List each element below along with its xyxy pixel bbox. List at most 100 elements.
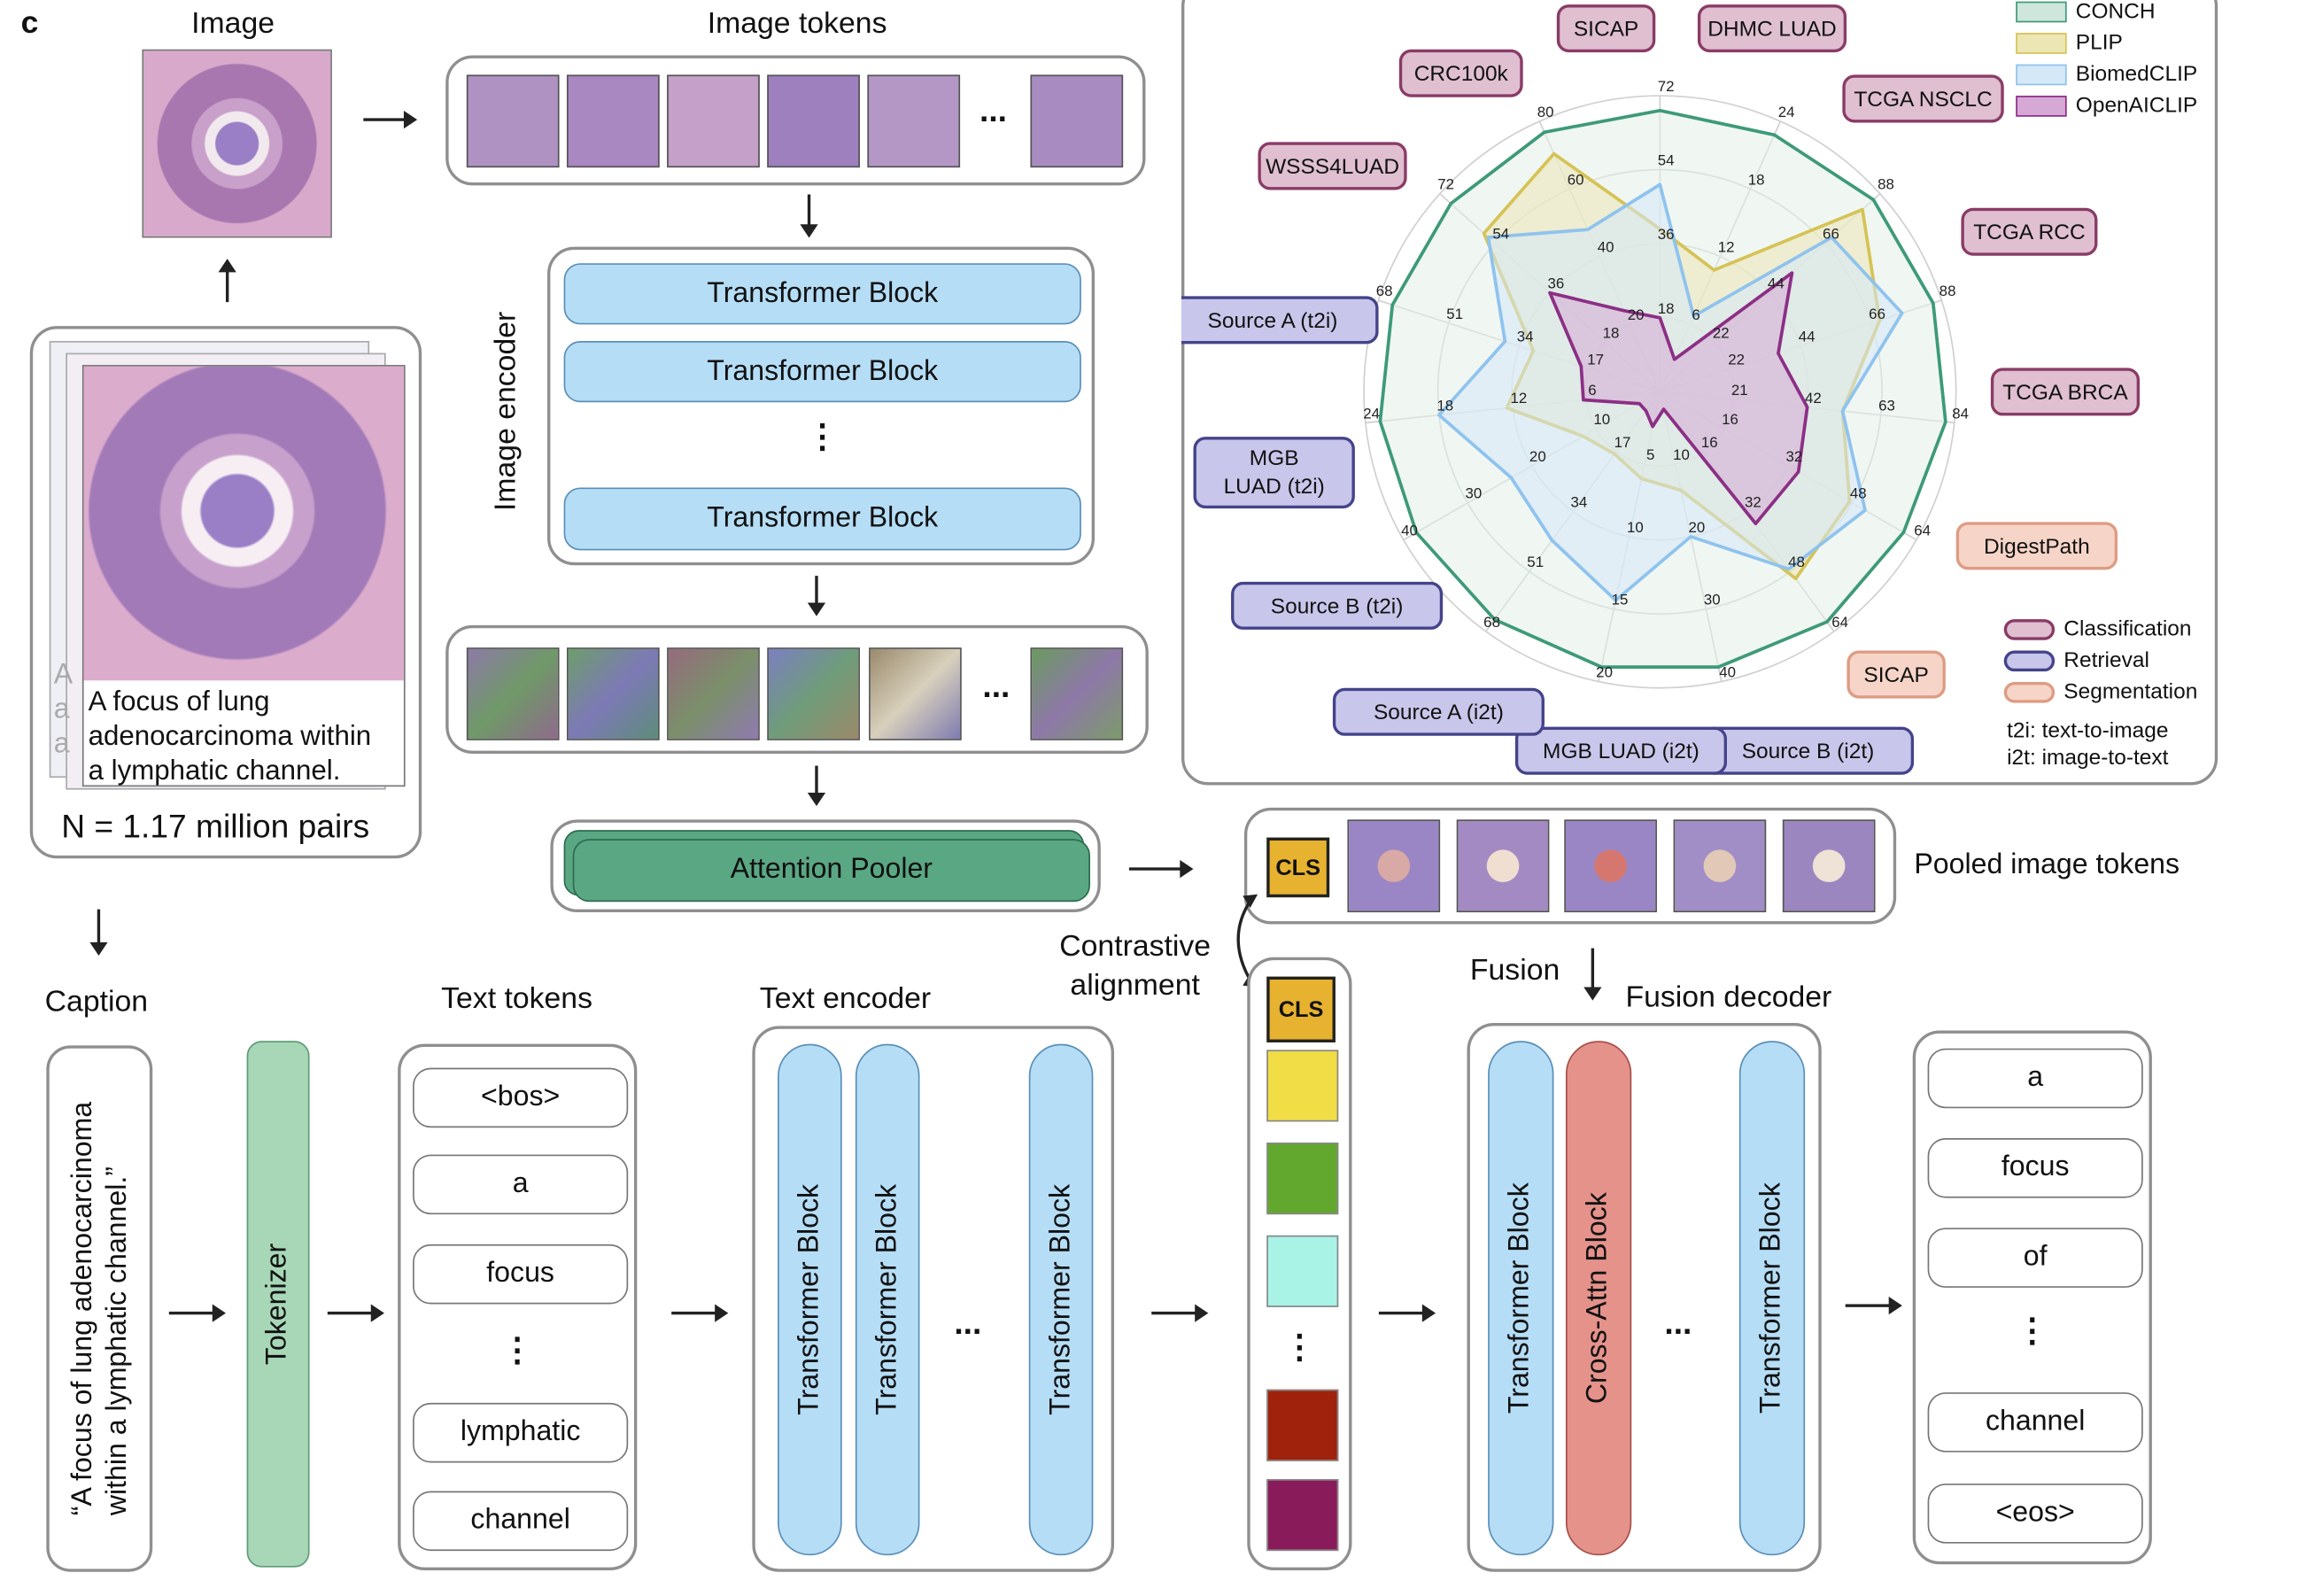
radar-tick-label: 84 <box>1952 405 1969 422</box>
radar-tick-label: 44 <box>1799 329 1816 345</box>
embedding-tokens-ellipsis: ... <box>982 667 1010 705</box>
transformer-block: Transformer Block <box>855 1043 920 1556</box>
radar-tick-label: 44 <box>1768 275 1785 291</box>
text-embedding-square <box>1266 1389 1339 1461</box>
right-arrowhead <box>715 1304 729 1322</box>
pooled-tokens-label: Pooled image tokens <box>1914 849 2180 881</box>
legend-classification: Classification <box>2003 617 2192 641</box>
output-tokens-box: a focus of ⋮ channel <eos> <box>1912 1030 2152 1565</box>
right-arrow <box>1378 1311 1424 1315</box>
fusion-ellipsis: ... <box>1664 1304 1692 1342</box>
radar-tick-label: 22 <box>1713 324 1730 341</box>
radar-tick-label: 17 <box>1587 352 1604 368</box>
text-embedding-square <box>1266 1479 1339 1552</box>
right-arrow <box>1151 1311 1196 1315</box>
radar-tick-label: 64 <box>1914 523 1931 539</box>
transformer-block: Transformer Block <box>1488 1041 1554 1556</box>
radar-axis-label: SICAP <box>1574 18 1638 42</box>
pooled-tokens-box: CLS <box>1243 807 1897 925</box>
caption-title: Caption <box>44 985 149 1019</box>
radar-tick-label: 20 <box>1688 519 1705 536</box>
right-arrowhead <box>1421 1304 1436 1322</box>
radar-tick-label: 18 <box>1436 398 1453 414</box>
radar-tick-label: 12 <box>1510 390 1527 407</box>
right-arrow <box>168 1311 214 1315</box>
text-cls-token: CLS <box>1266 976 1336 1042</box>
right-arrowhead <box>370 1304 384 1322</box>
text-token: lymphatic <box>413 1402 629 1463</box>
radar-tick-label: 6 <box>1692 306 1699 323</box>
radar-tick-label: 64 <box>1831 614 1848 631</box>
radar-axis-label-box <box>1514 726 1727 775</box>
radar-axis-label-box <box>1847 650 1946 699</box>
right-arrow <box>327 1311 373 1315</box>
text-encoder-ellipsis: ... <box>954 1304 982 1342</box>
radar-axis-label: CRC100k <box>1414 62 1509 86</box>
image-encoder-box: Transformer Block Transformer Block ⋮ Tr… <box>547 246 1096 566</box>
radar-tick-label: 48 <box>1850 485 1867 502</box>
radar-axis-label: DHMC LUAD <box>1707 18 1836 42</box>
legend-swatch <box>2003 650 2056 672</box>
radar-tick-label: 36 <box>1658 226 1675 243</box>
text-token: a <box>413 1154 629 1215</box>
tokenizer-label: Tokenizer <box>261 1243 293 1366</box>
radar-axis-label: TCGA NSCLC <box>1854 88 1992 112</box>
transformer-block: Transformer Block <box>1738 1041 1806 1556</box>
radar-tick-label: 30 <box>1466 485 1483 502</box>
radar-tick-label: 66 <box>1823 226 1839 243</box>
image-text-pair-card: A focus of lung adenocarcinoma within a … <box>81 365 406 787</box>
radar-tick-label: 51 <box>1527 554 1544 570</box>
radar-tick-label: 18 <box>1748 171 1765 188</box>
radar-tick-label: 32 <box>1745 494 1761 511</box>
radar-tick-label: 20 <box>1628 306 1645 323</box>
transformer-block: Transformer Block <box>1028 1043 1094 1556</box>
image-tokens-ellipsis: ... <box>979 91 1008 129</box>
contrastive-alignment-label: Contrastive alignment <box>1059 930 1212 1003</box>
up-arrow <box>225 263 229 303</box>
right-arrowhead <box>1195 1304 1209 1322</box>
pair-caption: A focus of lung adenocarcinoma within a … <box>88 685 372 786</box>
text-tokens-box: <bos> a focus ⋮ lymphatic channel <box>398 1043 638 1571</box>
radar-tick-label: 32 <box>1785 448 1802 465</box>
back-card-text: A a a <box>53 659 74 760</box>
text-embedding-square <box>1266 1050 1339 1122</box>
text-tokens-ellipsis: ⋮ <box>500 1330 534 1369</box>
right-arrowhead <box>212 1304 226 1322</box>
radar-axis-label-box <box>1990 368 2141 416</box>
radar-tick-label: 63 <box>1878 398 1895 414</box>
legend-openaiclip: OpenAICLIP <box>2016 94 2197 118</box>
text-embedding-square <box>1266 1235 1339 1307</box>
fusion-decoder-box: Transformer Block Cross-Attn Block ... T… <box>1467 1023 1822 1572</box>
attention-pooler-box: Attention Pooler <box>550 819 1101 913</box>
legend-segmentation: Segmentation <box>2003 680 2197 704</box>
radar-tick-label: 68 <box>1376 283 1393 299</box>
radar-tick-label: 72 <box>1437 176 1454 193</box>
radar-axis-label: Source A (i2t) <box>1374 701 1504 724</box>
image-token-tile <box>767 74 860 168</box>
down-arrow <box>807 194 811 228</box>
radar-tick-label: 10 <box>1673 446 1690 463</box>
dataset-size: N = 1.17 million pairs <box>61 807 370 846</box>
abbreviation-notes: t2i: text-to-image i2t: image-to-text <box>2007 719 2169 771</box>
radar-axis-label-box <box>1332 687 1545 736</box>
down-arrow <box>815 765 818 796</box>
image-encoder-title: Image encoder <box>490 311 523 512</box>
radar-tick-label: 10 <box>1593 411 1610 428</box>
output-token: a <box>1927 1048 2143 1109</box>
radar-axis-label: TCGA BRCA <box>2002 381 2128 405</box>
legend-swatch <box>2016 1 2067 23</box>
text-embedding-square <box>1266 1143 1339 1215</box>
legend-conch: CONCH <box>2016 0 2156 24</box>
radar-axis-label-box <box>1955 522 2118 570</box>
right-arrow <box>363 118 406 121</box>
histology-thumbnail <box>142 49 332 238</box>
radar-axis-label: WSSS4LUAD <box>1266 155 1399 179</box>
image-token-tile <box>867 74 961 168</box>
down-arrowhead <box>1583 987 1602 1001</box>
panel-letter: c <box>20 5 39 41</box>
radar-tick-label: 34 <box>1517 329 1534 345</box>
transformer-block: Transformer Block <box>778 1043 842 1556</box>
radar-axis-label-box <box>1961 207 2098 256</box>
caption-text: “A focus of lung adenocarcinoma within a… <box>66 1101 133 1516</box>
text-token: focus <box>413 1243 629 1305</box>
